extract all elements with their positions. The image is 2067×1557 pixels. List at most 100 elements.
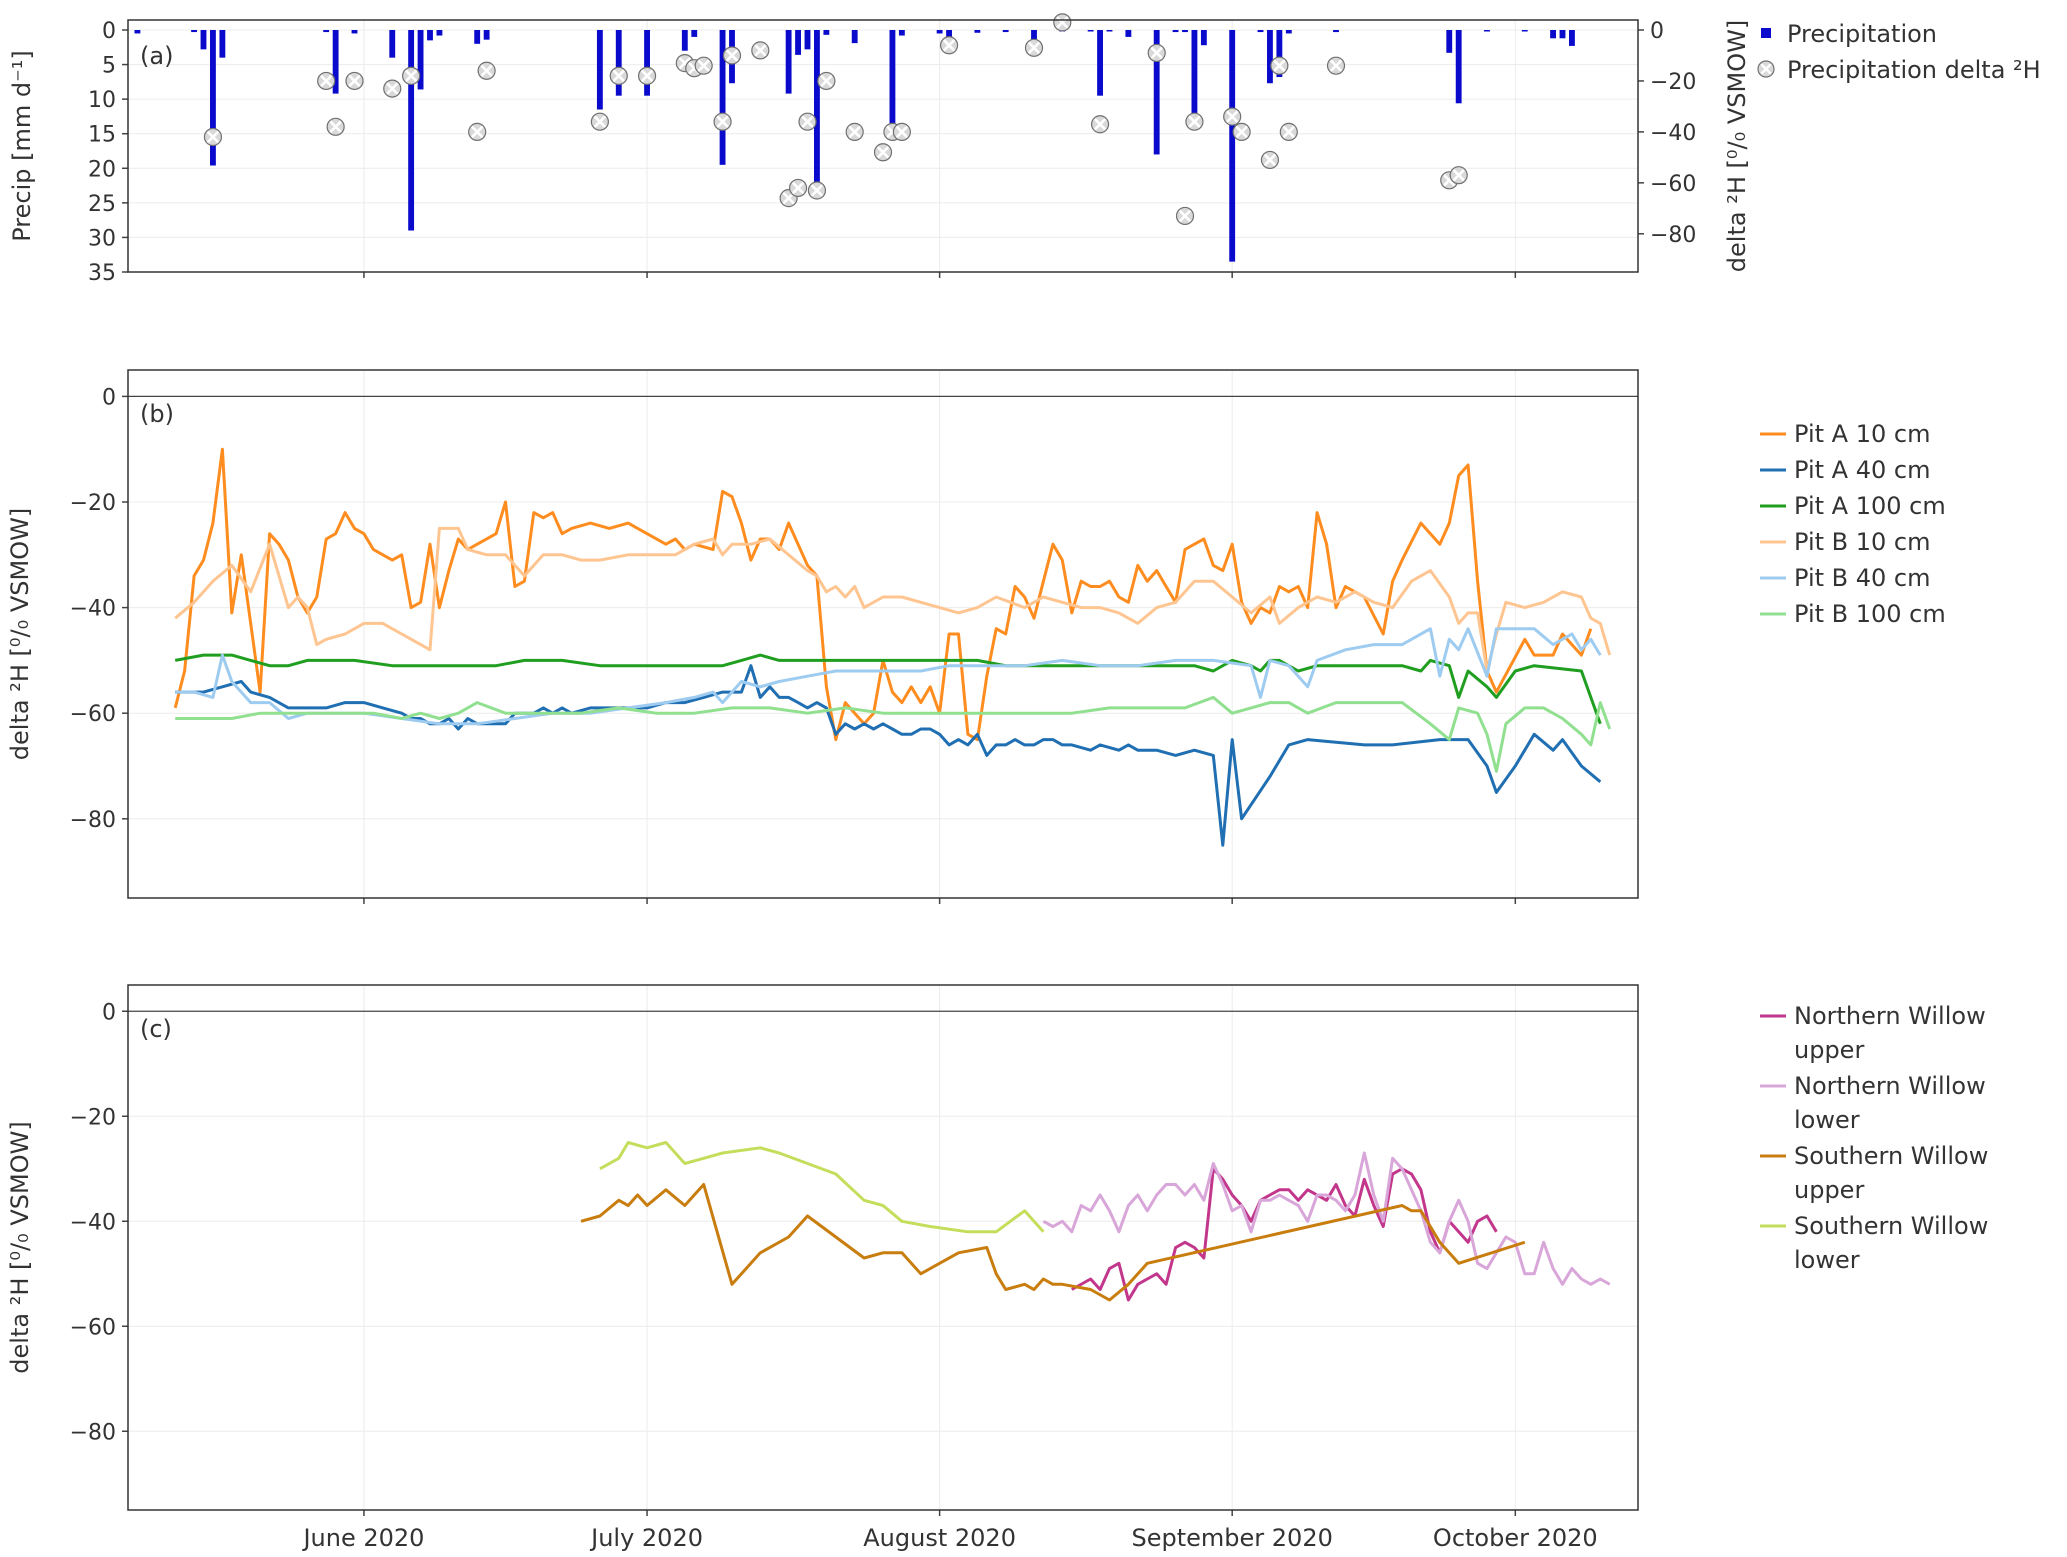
y-tick-label: −20 — [70, 1105, 116, 1130]
precip-bar — [1097, 30, 1103, 96]
precip-bar — [1106, 30, 1113, 32]
precip-isotope-marker-x — [594, 115, 606, 128]
x-tick-label: August 2020 — [863, 1524, 1016, 1552]
y-tick-label: −80 — [70, 1420, 116, 1445]
precip-isotope-marker-x — [782, 192, 795, 204]
precip-bar — [351, 30, 358, 34]
legend-label: Pit B 10 cm — [1794, 528, 1931, 556]
precip-bar — [644, 30, 650, 96]
precip-isotope-marker-x — [1150, 47, 1163, 59]
precip-isotope-marker-x — [848, 126, 861, 138]
series-line-pit-a-100-cm — [174, 653, 1602, 725]
precip-bar — [332, 30, 339, 94]
precip-isotope-marker-x — [612, 70, 625, 82]
precip-bar — [681, 30, 688, 51]
precip-bar — [1229, 30, 1236, 262]
precip-bar — [1455, 30, 1462, 104]
precip-isotope-marker-x — [1226, 110, 1238, 123]
precip-bar — [851, 30, 858, 44]
legend-label: upper — [1794, 1176, 1864, 1204]
precip-isotope-marker-x — [1094, 118, 1106, 131]
precip-bar — [1559, 30, 1566, 39]
precip-bar — [1257, 30, 1264, 33]
precip-bar — [1002, 30, 1009, 33]
precip-bar — [323, 30, 330, 33]
precip-isotope-marker-x — [641, 70, 653, 82]
precip-bar — [1285, 30, 1292, 34]
precip-isotope-marker-x — [716, 115, 729, 128]
y-tick-label: −80 — [70, 808, 116, 833]
precip-isotope-marker-x — [405, 70, 417, 82]
x-tick-label: September 2020 — [1132, 1524, 1333, 1552]
x-tick-label: October 2020 — [1433, 1524, 1598, 1552]
precip-isotope-marker-x — [697, 59, 710, 72]
precip-bar — [1521, 30, 1528, 32]
legend-label: Northern Willow — [1794, 1002, 1986, 1030]
precip-bar — [210, 30, 216, 166]
panel-1: 0 −20 −40 −60 −80 (b) delta ²H [⁰/₀ VSMOW] Pit … — [6, 369, 1946, 904]
legend-label: Pit B 40 cm — [1794, 564, 1931, 592]
precip-bar — [219, 30, 226, 58]
precip-isotope-marker-x — [896, 126, 908, 138]
y-tick-label: 20 — [88, 157, 116, 182]
precip-bar — [936, 30, 943, 34]
precip-bar — [804, 30, 811, 50]
y-tick-label: 30 — [88, 226, 116, 251]
precip-bar — [134, 30, 141, 34]
precip-bar — [1125, 30, 1132, 37]
y-axis-label: delta ²H [⁰/₀ VSMOW] — [6, 508, 34, 760]
precip-bar — [1550, 30, 1556, 39]
precip-isotope-marker-x — [811, 184, 823, 197]
precip-isotope-marker-x — [1235, 126, 1248, 138]
series-line-pit-b-10-cm — [174, 526, 1612, 673]
legend-swatch — [1761, 28, 1771, 38]
precip-isotope-marker-x — [348, 75, 361, 87]
series-line-pit-a-10-cm — [173, 447, 1593, 742]
series-line-southern-willow-lower — [599, 1141, 1045, 1234]
plot-frame — [127, 19, 1639, 273]
y-axis-label: delta ²H [⁰/₀ VSMOW] — [6, 1121, 34, 1373]
y-tick-label: 35 — [88, 261, 116, 286]
precip-bar — [1267, 30, 1273, 84]
precip-isotope-marker-x — [1179, 210, 1191, 222]
precip-bar — [898, 30, 905, 36]
legend-label: lower — [1794, 1106, 1860, 1134]
precip-isotope-marker-x — [943, 39, 955, 52]
y-tick-label: 0 — [102, 385, 116, 410]
precip-bar — [1200, 30, 1207, 46]
legend-label: Southern Willow — [1794, 1212, 1988, 1240]
y2-tick-label: −60 — [1650, 172, 1696, 197]
series-line-southern-willow-upper — [580, 1183, 1526, 1302]
precip-isotope-marker-x — [1452, 169, 1465, 181]
panel-label: (a) — [140, 42, 173, 70]
legend-swatch-x — [1760, 63, 1772, 75]
precip-bar — [1276, 30, 1283, 78]
precip-bar — [814, 30, 820, 188]
precip-bar — [1446, 30, 1453, 53]
x-tick-label: June 2020 — [301, 1524, 424, 1552]
precip-bar — [200, 30, 207, 50]
precip-isotope-marker-x — [1028, 42, 1040, 54]
precip-bar — [1087, 30, 1094, 32]
precip-bar — [785, 30, 792, 94]
precip-bar — [615, 30, 622, 96]
y2-axis-label: delta ²H [⁰/₀ VSMOW] — [1723, 20, 1751, 272]
precip-bar — [1031, 30, 1037, 41]
x-tick-label: July 2020 — [589, 1524, 703, 1552]
precip-bar — [691, 30, 698, 37]
precip-isotope-marker-x — [329, 121, 342, 133]
precip-bar — [719, 30, 726, 165]
precip-isotope-marker-x — [320, 75, 332, 87]
plot-frame — [127, 984, 1639, 1511]
panel-2: 0 −20 −40 −60 −80 (c) delta ²H [⁰/₀ VSMOW] Nort… — [6, 984, 1988, 1516]
y-tick-label: −40 — [70, 1210, 116, 1235]
y-tick-label: −60 — [70, 1315, 116, 1340]
series-line-pit-a-40-cm — [175, 664, 1602, 847]
precip-bar — [408, 30, 415, 231]
panel-0: 0 5 10 15 20 25 30 35 0 −20 −40 −60 −80 delta ²H [⁰/₀… — [8, 13, 2041, 286]
precip-bar — [1153, 30, 1160, 155]
y-tick-label: 15 — [88, 123, 116, 148]
y-tick-label: 0 — [102, 19, 116, 44]
y2-tick-label: −80 — [1650, 223, 1696, 248]
